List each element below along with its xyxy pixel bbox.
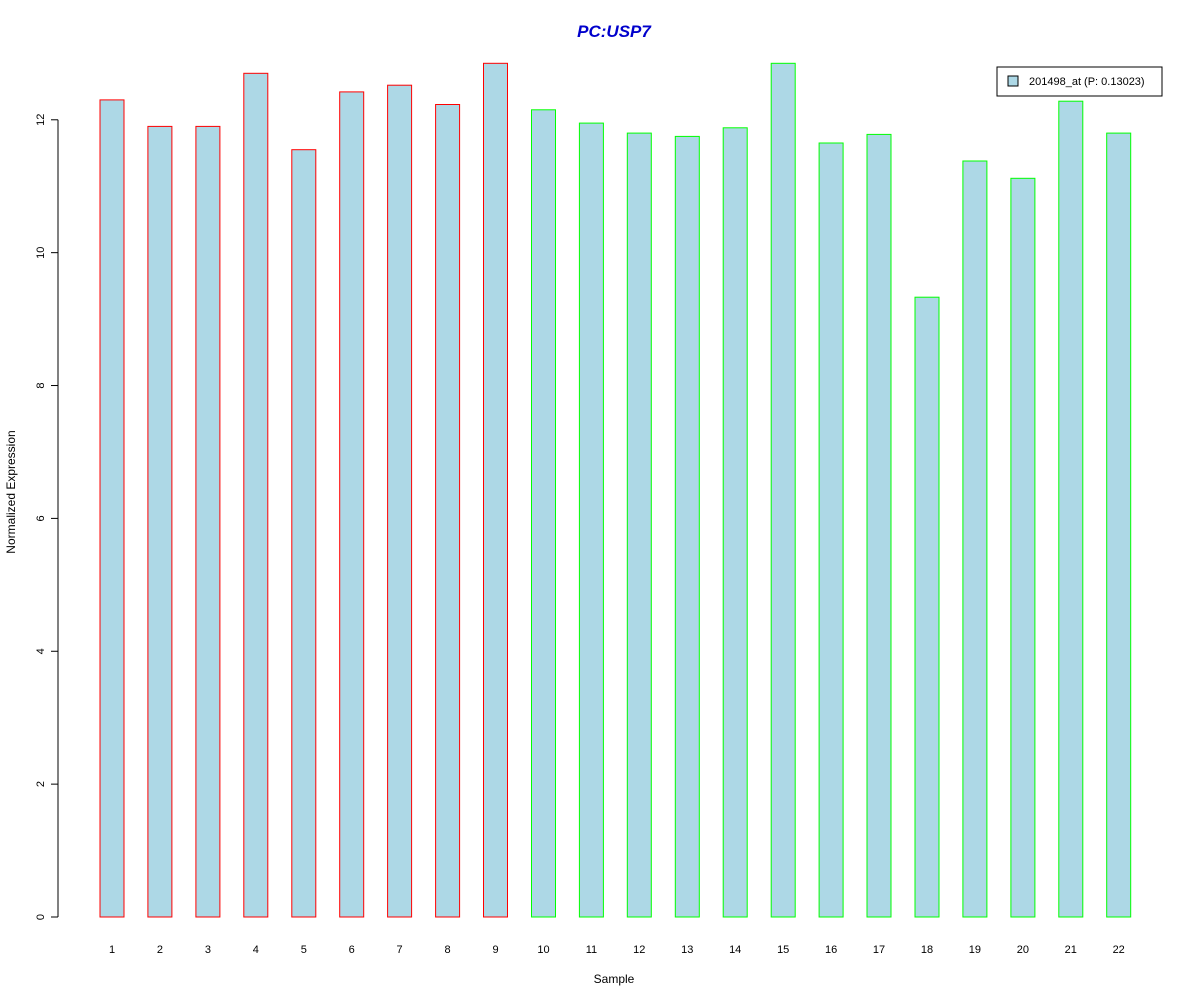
chart-title: PC:USP7	[577, 22, 652, 41]
bar-sample-19	[962, 160, 988, 918]
x-tick-label: 2	[157, 944, 163, 956]
bar-sample-1	[99, 99, 125, 918]
bar-sample-3	[195, 125, 221, 918]
bar-sample-13	[674, 135, 700, 918]
x-tick-label: 8	[445, 944, 451, 956]
x-tick-label: 13	[681, 944, 693, 956]
x-tick-label: 14	[729, 944, 741, 956]
x-tick-label: 9	[492, 944, 498, 956]
bar-sample-20	[1010, 177, 1036, 918]
bar-sample-7	[387, 84, 413, 918]
x-tick-label: 20	[1017, 944, 1029, 956]
bar-sample-10	[531, 109, 556, 918]
bar-sample-21	[1058, 100, 1084, 918]
bar-sample-2	[147, 125, 173, 918]
x-tick-label: 18	[921, 944, 933, 956]
x-tick-label: 17	[873, 944, 885, 956]
bar-sample-14	[722, 127, 748, 918]
x-tick-label: 7	[397, 944, 403, 956]
x-tick-label: 22	[1113, 944, 1125, 956]
y-tick-label: 8	[35, 382, 47, 388]
x-tick-label: 15	[777, 944, 789, 956]
x-tick-label: 10	[537, 944, 549, 956]
bar-sample-18	[914, 296, 940, 918]
bar-sample-12	[626, 132, 652, 918]
bar-sample-17	[866, 133, 892, 918]
bar-sample-8	[435, 104, 461, 918]
x-tick-labels: 1 2 3 4 5 6 7 8 9 10 11 12 13 14 15 16 17 18 19 20 21 22	[109, 944, 1125, 956]
y-axis-label: Normalized Expression	[4, 430, 18, 553]
y-tick-label: 12	[35, 114, 47, 126]
x-tick-label: 1	[109, 944, 115, 956]
bar-sample-11	[578, 122, 604, 918]
bar-sample-15	[770, 62, 796, 918]
x-tick-label: 3	[205, 944, 211, 956]
bar-sample-22	[1106, 132, 1132, 918]
y-tick-label: 4	[35, 648, 47, 654]
bar-sample-6	[339, 91, 365, 918]
y-tick-label: 2	[35, 781, 47, 787]
legend-swatch	[1007, 75, 1019, 87]
x-tick-label: 16	[825, 944, 837, 956]
y-tick-label: 10	[35, 247, 47, 259]
bars-group	[99, 62, 1132, 918]
legend: 201498_at (P: 0.13023)	[996, 66, 1163, 97]
x-tick-label: 4	[253, 944, 259, 956]
y-tick-label: 6	[35, 515, 47, 521]
x-tick-label: 5	[301, 944, 307, 956]
x-tick-label: 19	[969, 944, 981, 956]
y-axis: 0 2 4 6 8 10 12	[35, 114, 59, 920]
y-tick-label: 0	[35, 914, 47, 920]
x-tick-label: 11	[586, 944, 597, 956]
bar-sample-16	[818, 142, 844, 918]
bar-sample-4	[243, 72, 269, 918]
x-axis-label: Sample	[594, 972, 635, 986]
x-tick-label: 21	[1065, 944, 1077, 956]
legend-label: 201498_at (P: 0.13023)	[1029, 76, 1145, 88]
bar-sample-9	[483, 62, 508, 918]
x-tick-label: 6	[349, 944, 355, 956]
legend-box	[996, 66, 1163, 97]
bar-sample-5	[291, 149, 317, 918]
x-tick-label: 12	[633, 944, 645, 956]
